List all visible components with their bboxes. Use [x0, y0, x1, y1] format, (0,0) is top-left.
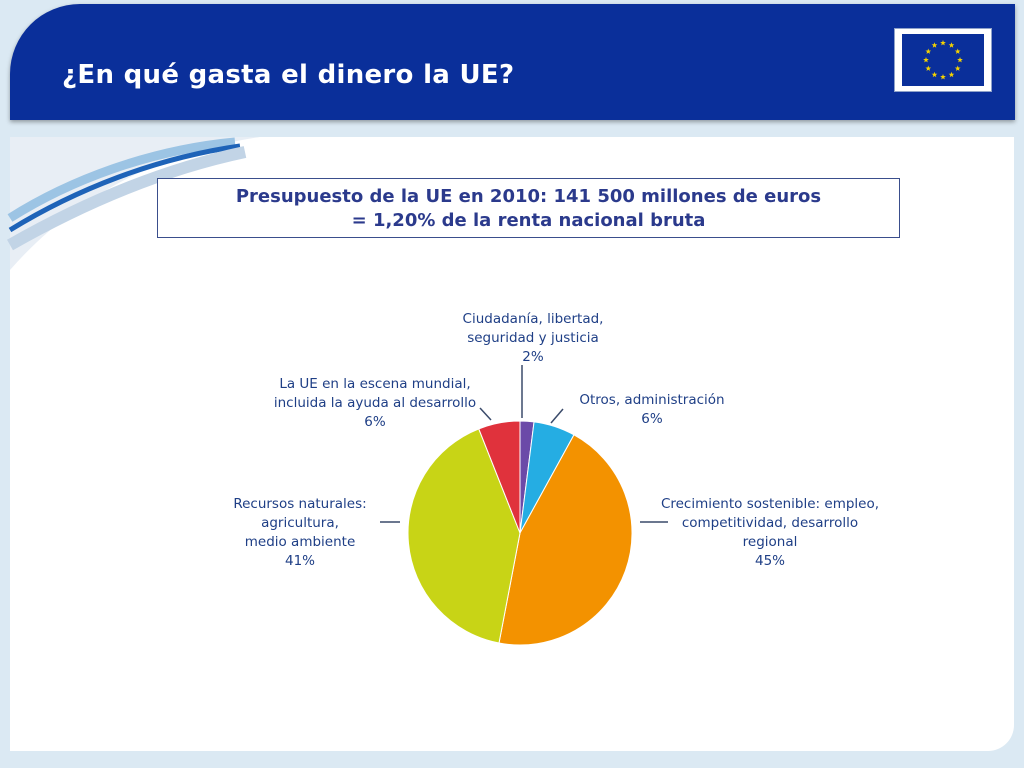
flag-star-icon [948, 71, 955, 78]
pie-slice-label-line: competitividad, desarrollo [681, 515, 859, 531]
flag-star-icon [948, 42, 955, 48]
pie-slice-label: La UE en la escena mundial, incluida la a… [245, 375, 505, 432]
flag-star-icon [954, 65, 961, 71]
pie-slice-percent: 2% [522, 349, 544, 365]
pie-slice-label-line: Otros, administración [579, 392, 725, 408]
flag-star-icon [940, 40, 946, 46]
pie-slice-label-line: incluida la ayuda al desarrollo [273, 395, 477, 411]
pie-slice-label-line: Ciudadanía, libertad, [462, 311, 604, 327]
pie-slice-percent: 6% [641, 411, 663, 427]
pie-slice-percent: 41% [284, 553, 315, 569]
flag-star-icon [954, 48, 961, 54]
pie-slice-percent: 45% [754, 553, 785, 569]
pie-slice [478, 420, 521, 534]
pie-slice-label-line: medio ambiente [244, 534, 356, 550]
flag-star-icon [931, 42, 938, 48]
pie-leader-line [550, 408, 564, 424]
pie-slice [407, 428, 521, 644]
decorative-swoosh [7, 137, 260, 270]
pie-slice-label-line: Crecimiento sostenible: empleo, [660, 496, 880, 512]
budget-line-1: Presupuesto de la UE en 2010: 141 500 mi… [235, 186, 822, 207]
flag-star-icon [925, 48, 932, 54]
budget-summary-box: Presupuesto de la UE en 2010: 141 500 mi… [157, 178, 900, 238]
pie-leader-line [479, 407, 492, 421]
pie-slice-label: Otros, administración 6% [522, 391, 782, 429]
pie-slice-label-line: regional [742, 534, 798, 550]
header-bar [10, 4, 1015, 120]
pie-slice-label-line: seguridad y justicia [467, 330, 599, 346]
pie-slice-label-line: Recursos naturales: [233, 496, 367, 512]
pie-slice-label: Ciudadanía, libertad, seguridad y justici… [403, 310, 663, 367]
pie-slice-label-line: La UE en la escena mundial, [279, 376, 471, 392]
pie-slice-label: Recursos naturales: agricultura, medio amb… [170, 495, 430, 571]
page-title: ¿En qué gasta el dinero la UE? [62, 60, 515, 90]
flag-star-icon [923, 57, 929, 63]
flag-star-icon [940, 74, 946, 80]
pie-slice-percent: 6% [364, 414, 386, 430]
flag-star-icon [925, 65, 932, 71]
pie-slice [498, 434, 633, 646]
flag-star-icon [931, 71, 938, 78]
flag-star-icon [957, 57, 963, 63]
eu-flag-icon [894, 28, 992, 92]
budget-line-2: = 1,20% de la renta nacional bruta [351, 210, 706, 231]
pie-slice-label-line: agricultura, [261, 515, 339, 531]
pie-slice-label: Crecimiento sostenible: empleo, competiti… [640, 495, 900, 571]
